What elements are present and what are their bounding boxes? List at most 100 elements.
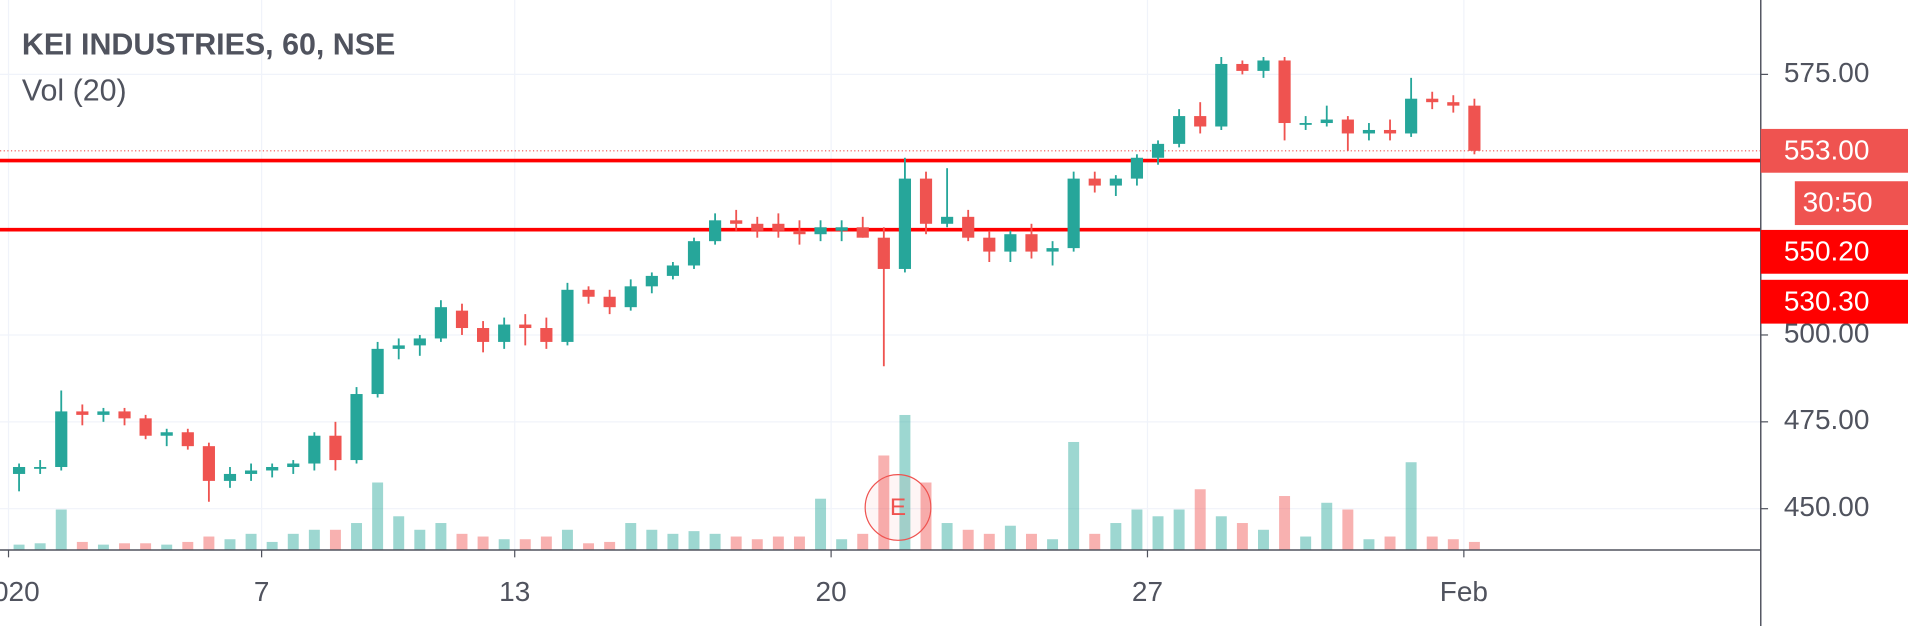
candle-body — [97, 411, 110, 415]
candle-body — [223, 473, 237, 481]
volume-bar — [583, 543, 595, 551]
volume-bar — [1068, 441, 1080, 551]
candle-body — [160, 432, 173, 436]
candle-body — [1447, 102, 1460, 106]
volume-layer — [13, 414, 1480, 551]
candle-body — [561, 289, 574, 342]
candle-body — [582, 289, 595, 297]
candle-body — [540, 328, 553, 342]
candle-body — [1362, 129, 1376, 134]
volume-bar — [815, 498, 827, 551]
volume-bar — [1152, 516, 1164, 551]
candle-body — [266, 466, 279, 471]
candle-body — [350, 394, 363, 461]
volume-bar — [224, 539, 236, 551]
horizontal-line-label: 550.20 — [1784, 235, 1870, 266]
candle-body — [244, 470, 258, 474]
candle-body — [12, 466, 26, 474]
y-tick-label: 450.00 — [1784, 491, 1870, 522]
volume-bar — [1194, 489, 1206, 551]
volume-bar — [435, 523, 447, 551]
candle-body — [1215, 63, 1228, 127]
candle-body — [139, 418, 152, 436]
candle-body — [856, 227, 869, 238]
volume-bar — [1363, 539, 1375, 551]
volume-bar — [477, 536, 489, 551]
candle-body — [1067, 178, 1080, 249]
volume-bar — [1447, 539, 1459, 551]
volume-bar — [76, 541, 88, 551]
volume-bar — [1131, 509, 1143, 551]
candle-body — [1194, 116, 1207, 127]
volume-bar — [1426, 536, 1438, 551]
candle-body — [1320, 119, 1333, 124]
volume-bar — [140, 543, 152, 551]
candle-body — [371, 348, 384, 395]
badge-layer: 553.00 30:50 550.20 530.30 — [1760, 128, 1908, 324]
candle-body — [962, 216, 975, 238]
volume-bar — [1025, 533, 1037, 551]
volume-bar — [13, 544, 25, 551]
candle-body — [877, 237, 890, 269]
volume-bar — [1342, 509, 1354, 551]
chart-title: KEI INDUSTRIES, 60, NSE — [22, 27, 395, 61]
volume-bar — [182, 541, 194, 551]
candle-body — [1046, 248, 1059, 252]
event-label: E — [890, 494, 906, 521]
candle-body — [202, 446, 215, 481]
candle-body — [455, 310, 469, 329]
countdown-label: 30:50 — [1803, 187, 1873, 218]
volume-bar — [709, 533, 721, 551]
volume-bar — [1405, 462, 1417, 551]
candle-body — [835, 227, 848, 231]
candle-body — [603, 296, 616, 308]
volume-bar — [414, 529, 426, 551]
volume-bar — [920, 482, 932, 551]
volume-bar — [498, 539, 510, 551]
event: E — [864, 473, 932, 541]
volume-bar — [1215, 516, 1227, 551]
candle-layer — [12, 57, 1481, 502]
horizontal-line-label: 530.30 — [1784, 285, 1870, 316]
horizontal-line-label-bg — [1760, 279, 1908, 324]
candle-body — [730, 220, 743, 224]
event-circle — [864, 473, 932, 541]
candle-body — [919, 178, 933, 224]
candle-body — [709, 220, 722, 242]
volume-bar — [625, 523, 637, 551]
y-tick-label: 475.00 — [1784, 404, 1870, 435]
countdown-label-bg — [1794, 181, 1908, 226]
candle-body — [392, 345, 405, 349]
candle-body — [1257, 60, 1270, 71]
volume-bar — [772, 536, 784, 551]
candle-body — [1426, 98, 1439, 103]
volume-bar — [983, 533, 995, 551]
volume-bar — [878, 455, 890, 551]
candle-body — [477, 328, 490, 342]
candle-body — [308, 435, 321, 464]
candle-body — [1236, 63, 1249, 71]
indicator-label: Vol (20) — [22, 74, 127, 108]
candle-body — [751, 223, 764, 231]
volume-bar — [161, 544, 173, 551]
candle-body — [519, 324, 532, 329]
volume-bar — [1236, 523, 1248, 551]
volume-bar — [372, 482, 384, 551]
grid — [0, 0, 1761, 551]
candle-body — [814, 227, 827, 235]
volume-bar — [667, 533, 679, 551]
volume-bar — [962, 529, 974, 551]
volume-bar — [245, 533, 257, 551]
candle-body — [34, 466, 47, 469]
candle-body — [1341, 119, 1354, 134]
x-tick-label: 2020 — [0, 576, 40, 607]
volume-bar — [119, 543, 130, 551]
candle-body — [983, 237, 996, 252]
candle-body — [793, 230, 806, 235]
volume-bar — [730, 536, 742, 551]
volume-bar — [266, 541, 278, 551]
volume-bar — [1279, 496, 1291, 551]
